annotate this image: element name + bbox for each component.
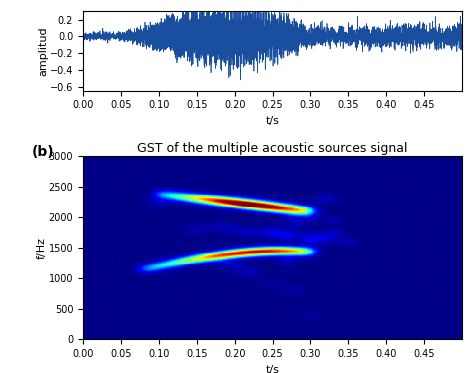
- X-axis label: t/s: t/s: [265, 365, 280, 373]
- Text: (b): (b): [32, 145, 55, 159]
- X-axis label: t/s: t/s: [265, 116, 280, 126]
- Y-axis label: f/Hz: f/Hz: [37, 237, 47, 259]
- Y-axis label: amplitud: amplitud: [38, 26, 48, 76]
- Title: GST of the multiple acoustic sources signal: GST of the multiple acoustic sources sig…: [137, 142, 408, 155]
